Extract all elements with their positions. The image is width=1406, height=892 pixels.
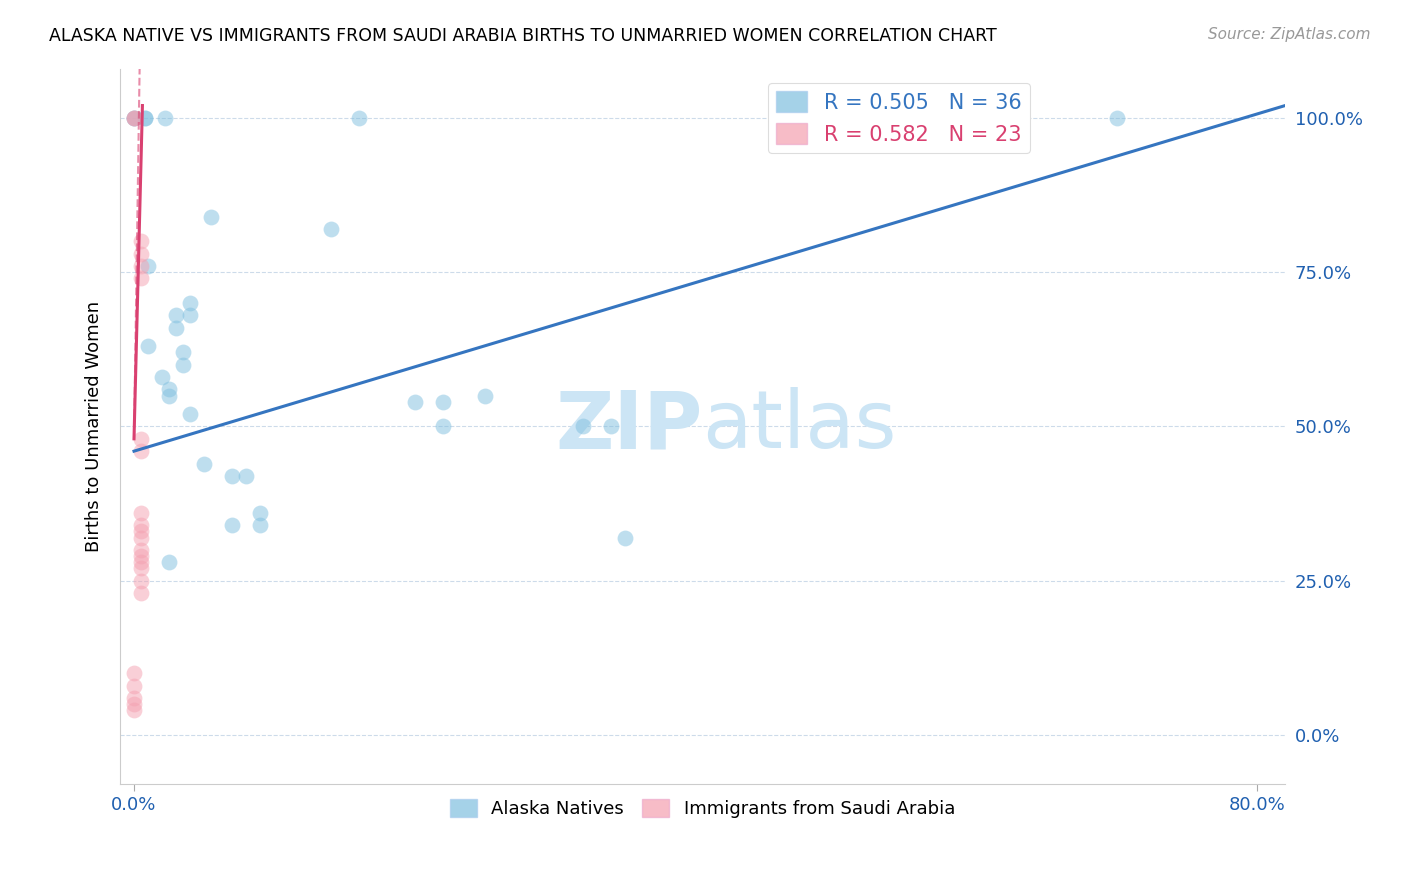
Point <box>235 468 257 483</box>
Point <box>122 111 145 125</box>
Point <box>129 432 152 446</box>
Point <box>136 339 159 353</box>
Point <box>129 555 152 569</box>
Point <box>179 296 201 310</box>
Legend: Alaska Natives, Immigrants from Saudi Arabia: Alaska Natives, Immigrants from Saudi Ar… <box>443 792 962 825</box>
Point <box>129 531 152 545</box>
Point <box>165 309 187 323</box>
Point <box>221 518 243 533</box>
Point <box>200 210 222 224</box>
Point <box>122 679 145 693</box>
Point <box>1105 111 1128 125</box>
Point <box>122 111 145 125</box>
Point <box>136 259 159 273</box>
Point <box>347 111 370 125</box>
Point <box>172 358 194 372</box>
Point <box>122 691 145 706</box>
Point <box>122 111 145 125</box>
Point <box>319 222 342 236</box>
Point <box>432 394 454 409</box>
Point <box>129 506 152 520</box>
Point <box>150 370 173 384</box>
Point <box>129 549 152 563</box>
Point <box>153 111 176 125</box>
Point <box>134 111 156 125</box>
Point <box>129 586 152 600</box>
Point <box>122 697 145 711</box>
Point <box>404 394 426 409</box>
Text: atlas: atlas <box>703 387 897 466</box>
Point <box>129 271 152 285</box>
Point <box>129 518 152 533</box>
Text: ALASKA NATIVE VS IMMIGRANTS FROM SAUDI ARABIA BIRTHS TO UNMARRIED WOMEN CORRELAT: ALASKA NATIVE VS IMMIGRANTS FROM SAUDI A… <box>49 27 997 45</box>
Point <box>249 518 271 533</box>
Point <box>179 407 201 421</box>
Point <box>172 345 194 359</box>
Text: Source: ZipAtlas.com: Source: ZipAtlas.com <box>1208 27 1371 42</box>
Point <box>129 542 152 557</box>
Point <box>129 574 152 588</box>
Point <box>129 259 152 273</box>
Point <box>129 444 152 458</box>
Point <box>122 111 145 125</box>
Point <box>179 309 201 323</box>
Text: ZIP: ZIP <box>555 387 703 466</box>
Point <box>965 111 987 125</box>
Point <box>122 703 145 717</box>
Point <box>157 383 180 397</box>
Point <box>129 524 152 539</box>
Point <box>249 506 271 520</box>
Point <box>134 111 156 125</box>
Point <box>193 457 215 471</box>
Point <box>221 468 243 483</box>
Point <box>572 419 595 434</box>
Point <box>474 389 496 403</box>
Point <box>122 666 145 681</box>
Point <box>614 531 637 545</box>
Point <box>129 235 152 249</box>
Point <box>129 246 152 260</box>
Point <box>432 419 454 434</box>
Point <box>157 555 180 569</box>
Point <box>165 320 187 334</box>
Y-axis label: Births to Unmarried Women: Births to Unmarried Women <box>86 301 103 552</box>
Point <box>600 419 623 434</box>
Point <box>129 561 152 575</box>
Point <box>157 389 180 403</box>
